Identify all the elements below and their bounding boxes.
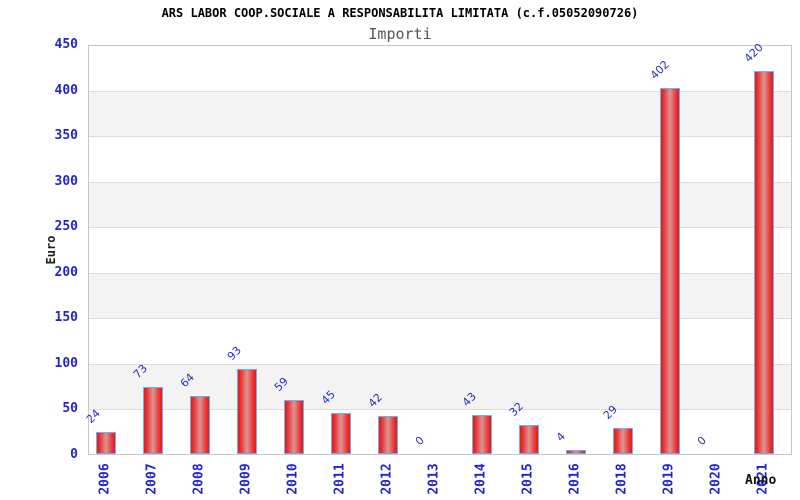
y-tick-label: 0 (70, 447, 78, 462)
bar-2016 (566, 450, 586, 454)
grid-band (89, 91, 791, 138)
bar-2014 (472, 415, 492, 454)
grid-band (89, 273, 791, 320)
y-tick-label: 300 (54, 173, 78, 189)
gridline (89, 227, 791, 229)
gridline (89, 409, 791, 411)
bar-2011 (331, 413, 351, 454)
bar-2018 (613, 428, 633, 454)
bar-value-label: 4 (553, 429, 568, 444)
x-tick-label-2016: 2016 (567, 463, 583, 495)
chart-title: ARS LABOR COOP.SOCIALE A RESPONSABILITA … (161, 6, 639, 20)
gridline (89, 181, 791, 183)
x-tick-label-2018: 2018 (614, 463, 630, 495)
x-tick-label-2020: 2020 (708, 463, 724, 495)
x-tick-label-2012: 2012 (379, 463, 395, 495)
x-tick-label-2009: 2009 (238, 463, 254, 495)
x-tick-label-2014: 2014 (473, 463, 489, 495)
bar-2012 (378, 416, 398, 454)
y-tick-label: 350 (54, 128, 78, 144)
gridline (89, 272, 791, 274)
gridline (89, 318, 791, 320)
bar-value-label: 0 (412, 433, 427, 448)
bar-2008 (190, 396, 210, 454)
plot-area: 24 73 64 93 59 45 42 0 43 32 4 29 402 0 420 (84, 41, 792, 455)
bar-2019 (660, 88, 680, 454)
y-tick-label: 50 (62, 401, 78, 417)
gridline (89, 136, 791, 138)
x-tick-label-2013: 2013 (426, 463, 442, 495)
y-tick-label: 150 (54, 310, 78, 326)
bar-2021 (754, 71, 774, 454)
y-tick-label: 250 (54, 219, 78, 235)
bar-2006 (96, 432, 116, 454)
gridline (89, 363, 791, 365)
x-tick-label-2006: 2006 (97, 463, 113, 495)
x-tick-label-2007: 2007 (144, 463, 160, 495)
y-tick-label: 400 (54, 82, 78, 98)
chart-subtitle: Importi (368, 25, 432, 43)
gridline (89, 90, 791, 92)
bar-2010 (284, 400, 304, 454)
x-tick-label-2008: 2008 (191, 463, 207, 495)
x-tick-label-2011: 2011 (332, 463, 348, 495)
bar-value-label: 0 (694, 433, 709, 448)
bar-value-label: 93 (224, 343, 244, 363)
y-tick-label: 200 (54, 264, 78, 280)
bar-2015 (519, 425, 539, 454)
y-axis-title: Euro (44, 235, 58, 265)
bar-value-label: 402 (647, 57, 672, 82)
grid-band (89, 182, 791, 229)
x-axis-title: Anno (745, 473, 777, 488)
y-tick-label: 450 (54, 37, 78, 52)
y-tick-label: 100 (54, 355, 78, 371)
bar-2007 (143, 387, 163, 454)
bar-2009 (237, 369, 257, 454)
x-tick-label-2019: 2019 (661, 463, 677, 495)
x-tick-label-2015: 2015 (520, 463, 536, 495)
x-tick-label-2010: 2010 (285, 463, 301, 495)
bar-value-label: 420 (741, 40, 766, 65)
